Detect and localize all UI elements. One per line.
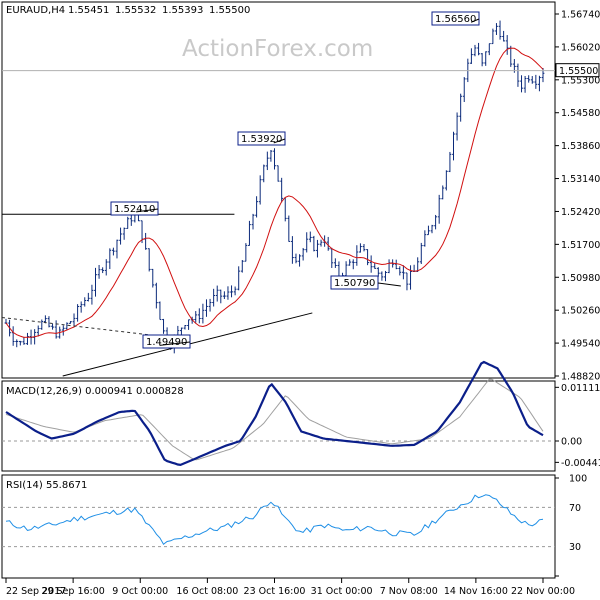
- price-tag: 1.55500: [2, 63, 600, 78]
- main-y-tick-label: 1.50980: [561, 273, 600, 284]
- rsi-panel-frame: [1, 474, 556, 579]
- annotation-leader: [273, 138, 286, 144]
- x-tick-label: 23 Oct 16:00: [244, 586, 306, 597]
- price-annotations: 1.56560 1.53920 1.52410 1.50790 1.49490: [110, 11, 480, 349]
- rsi-path: [5, 494, 544, 546]
- annotation-box: [142, 334, 191, 349]
- annotation-box: [330, 275, 379, 290]
- rsi-header: RSI(14) 55.8671: [6, 480, 87, 491]
- x-tick-label: 9 Oct 00:00: [112, 586, 168, 597]
- annotation-box: [431, 11, 480, 26]
- macd-header: MACD(12,26,9) 0.000941 0.000828: [6, 386, 184, 397]
- annotation-label: 1.50790: [334, 278, 375, 289]
- main-y-tick-label: 1.48820: [561, 372, 600, 383]
- rsi-y-tick-label: 30: [569, 542, 581, 553]
- annotation-leader: [136, 208, 159, 213]
- main-y-tick-label: 1.51700: [561, 240, 600, 251]
- x-tick-label: 7 Nov 08:00: [380, 586, 438, 597]
- rsi-y-tick-label: 70: [569, 503, 581, 514]
- x-tick-label: 22 Nov 00:00: [511, 586, 575, 597]
- main-header-high: 1.55532: [115, 5, 156, 16]
- macd-panel-frame: [1, 380, 556, 472]
- annotation-label: 1.49490: [146, 337, 187, 348]
- main-header-title: EURAUD,H4: [6, 5, 65, 16]
- rsi-line: [5, 494, 544, 546]
- main-y-tick-label: 1.50260: [561, 306, 600, 317]
- main-header-open: 1.55451: [68, 5, 109, 16]
- main-y-tick-label: 1.56740: [561, 10, 600, 21]
- y-axis-ticks: 1.56740 1.56020 1.55300 1.54580 1.53860 1.531…: [555, 10, 600, 577]
- macd-lines: [5, 360, 544, 467]
- rsi-y-tick-label: 100: [569, 474, 587, 485]
- main-y-tick-label: 1.52420: [561, 207, 600, 218]
- x-tick-label: 22 Sep 2017: [6, 586, 66, 597]
- annotation-label: 1.56560: [435, 14, 476, 25]
- main-y-tick-label: 1.53140: [561, 174, 600, 185]
- x-tick-label: 29 Sep 16:00: [41, 586, 104, 597]
- moving-average-line: [5, 47, 544, 338]
- macd-main-path: [5, 360, 544, 467]
- annotation-leader: [377, 282, 401, 287]
- main-y-tick-label: 1.56020: [561, 42, 600, 53]
- trend-lines: [1, 213, 313, 377]
- x-tick-label: 14 Nov 16:00: [444, 586, 508, 597]
- main-y-tick-label: 1.54580: [561, 108, 600, 119]
- main-y-tick-label: 1.55300: [561, 75, 600, 86]
- main-y-tick-label: 1.49540: [561, 339, 600, 350]
- dashed-connector-line: [1, 316, 165, 338]
- main-header-close: 1.55500: [209, 5, 250, 16]
- annotation-box: [110, 201, 159, 216]
- annotation-box: [237, 131, 286, 146]
- moving-average-path: [5, 47, 544, 338]
- annotation-label: 1.52410: [114, 204, 155, 215]
- annotation-leader: [470, 18, 480, 23]
- watermark-text: ActionForex.com: [182, 36, 373, 62]
- annotation-leader: [159, 341, 191, 346]
- macd-y-tick-label: 0.011111: [561, 383, 600, 394]
- price-tag-label: 1.55500: [559, 66, 598, 77]
- x-tick-label: 16 Oct 08:00: [176, 586, 238, 597]
- macd-y-tick-label: 0.00: [561, 437, 582, 448]
- main-header-low: 1.55393: [162, 5, 203, 16]
- price-tag-box: [555, 63, 600, 78]
- macd-signal-path: [5, 378, 544, 461]
- main-panel-frame: [1, 1, 556, 379]
- x-tick-label: 31 Oct 00:00: [311, 586, 373, 597]
- main-y-tick-label: 1.53860: [561, 141, 600, 152]
- annotation-label: 1.53920: [241, 134, 282, 145]
- macd-y-tick-label: -0.004419: [561, 458, 600, 469]
- grid-lines: [2, 440, 555, 548]
